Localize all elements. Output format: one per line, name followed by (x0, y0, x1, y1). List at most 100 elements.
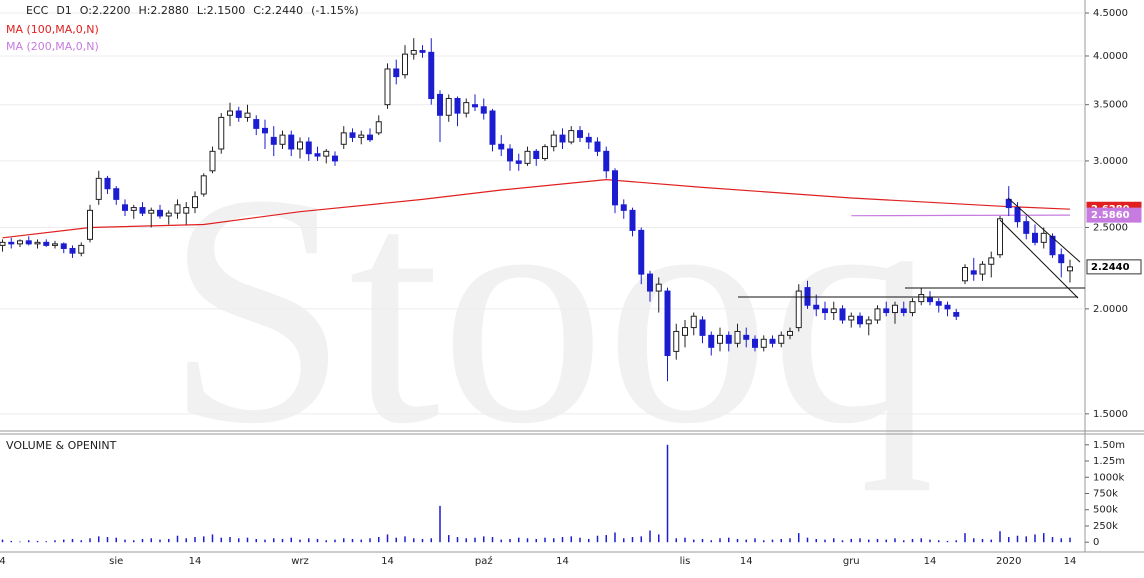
candle-body (419, 50, 426, 53)
header-field: O:2.2200 (80, 4, 131, 17)
candle-body (367, 134, 373, 141)
candle-body (585, 136, 592, 143)
candle-body (638, 229, 645, 275)
candle-body (1049, 235, 1056, 256)
candle-body (550, 134, 557, 148)
candle-body (752, 338, 758, 348)
x-tick-label: 14 (381, 556, 394, 567)
candle-body (629, 209, 636, 231)
candle-body (970, 270, 977, 275)
candle-body (349, 132, 356, 138)
candle-body (979, 263, 986, 275)
candle-body (288, 134, 295, 150)
candle-body (262, 127, 268, 134)
candle-body (673, 330, 680, 352)
candle-body (279, 134, 286, 145)
candle-body (865, 319, 872, 325)
candle-body (17, 240, 23, 245)
volume-tick-label: 0 (1093, 537, 1099, 548)
x-tick-label: 14 (1064, 556, 1077, 567)
candle-body (34, 241, 41, 245)
x-tick-label: paź (475, 555, 493, 567)
candle-body (43, 241, 50, 246)
candle-body (647, 273, 653, 292)
legend-entry: MA (100,MA,0,N) (6, 23, 99, 36)
candle-body (113, 188, 120, 200)
candle-body (498, 143, 505, 150)
header-field: D1 (56, 4, 71, 17)
candle-body (157, 209, 163, 217)
y-tick-label: 4.5000 (1093, 8, 1128, 19)
candle-body (690, 315, 697, 329)
candle-body (682, 327, 688, 336)
candle-body (0, 241, 6, 246)
candle-body (25, 240, 32, 245)
candle-body (122, 204, 128, 211)
candle-body (1005, 198, 1012, 209)
candle-body (708, 334, 715, 348)
candle-body (69, 247, 76, 254)
candle-body (358, 134, 365, 138)
candle-body (612, 170, 618, 206)
candle-body (1040, 232, 1047, 243)
candle-body (297, 141, 303, 150)
volume-tick-label: 250k (1093, 521, 1118, 532)
y-tick-label: 4.0000 (1093, 51, 1128, 62)
candle-body (244, 112, 251, 118)
candle-body (139, 207, 146, 214)
candle-body (935, 301, 942, 306)
candle-body (305, 141, 312, 155)
candle-body (1058, 254, 1065, 264)
candle-body (953, 312, 960, 317)
candle-body (559, 134, 566, 143)
y-tick-label: 3.0000 (1093, 156, 1128, 167)
candle-body (874, 308, 881, 321)
x-tick-label: 14 (924, 556, 937, 567)
candle-body (524, 150, 531, 164)
channel-line (999, 219, 1079, 299)
candle-body (209, 150, 216, 172)
candle-body (839, 308, 846, 321)
candle-body (1014, 207, 1021, 223)
volume-tick-label: 1.50m (1093, 440, 1125, 451)
x-tick-label: 4 (0, 556, 6, 567)
candle-body (813, 304, 820, 310)
y-tick-label: 1.5000 (1093, 409, 1128, 420)
candle-body (507, 148, 513, 162)
candle-body (1023, 221, 1030, 234)
candle-body (909, 301, 916, 314)
value-label: 2.2440 (1091, 262, 1130, 273)
candle-body (60, 243, 67, 249)
candle-body (717, 334, 723, 344)
candle-body (918, 294, 925, 303)
candle-body (725, 334, 732, 344)
candle-body (542, 146, 548, 160)
y-tick-label: 3.5000 (1093, 100, 1128, 111)
candle-body (384, 68, 391, 106)
candle-body (760, 338, 767, 348)
candle-body (375, 121, 382, 134)
candle-body (699, 319, 706, 336)
candle-body (227, 110, 233, 116)
candle-body (743, 334, 750, 340)
candle-body (900, 308, 907, 314)
x-tick-label: sie (109, 556, 123, 567)
candle-body (804, 287, 811, 306)
x-tick-label: 14 (189, 556, 202, 567)
candle-body (778, 334, 785, 344)
candle-body (472, 104, 478, 108)
candle-body (944, 304, 951, 310)
candle-body (1032, 232, 1038, 243)
header: ECC D1 O:2.2200 H:2.2880 L:2.1500 C:2.2440 (-1… (6, 4, 359, 53)
plot: 1.5000 2.0000 2.5000 3.0000 3.5000 4.0000 4.50… (0, 8, 1142, 567)
x-tick-label: 14 (556, 556, 569, 567)
header-field: H:2.2880 (138, 4, 188, 17)
candle-body (997, 218, 1003, 256)
channel-line (1007, 197, 1081, 263)
candle-body (183, 207, 190, 214)
candle-body (463, 102, 470, 114)
candle-body (8, 241, 15, 245)
y-tick-label: 2.5000 (1093, 222, 1128, 233)
